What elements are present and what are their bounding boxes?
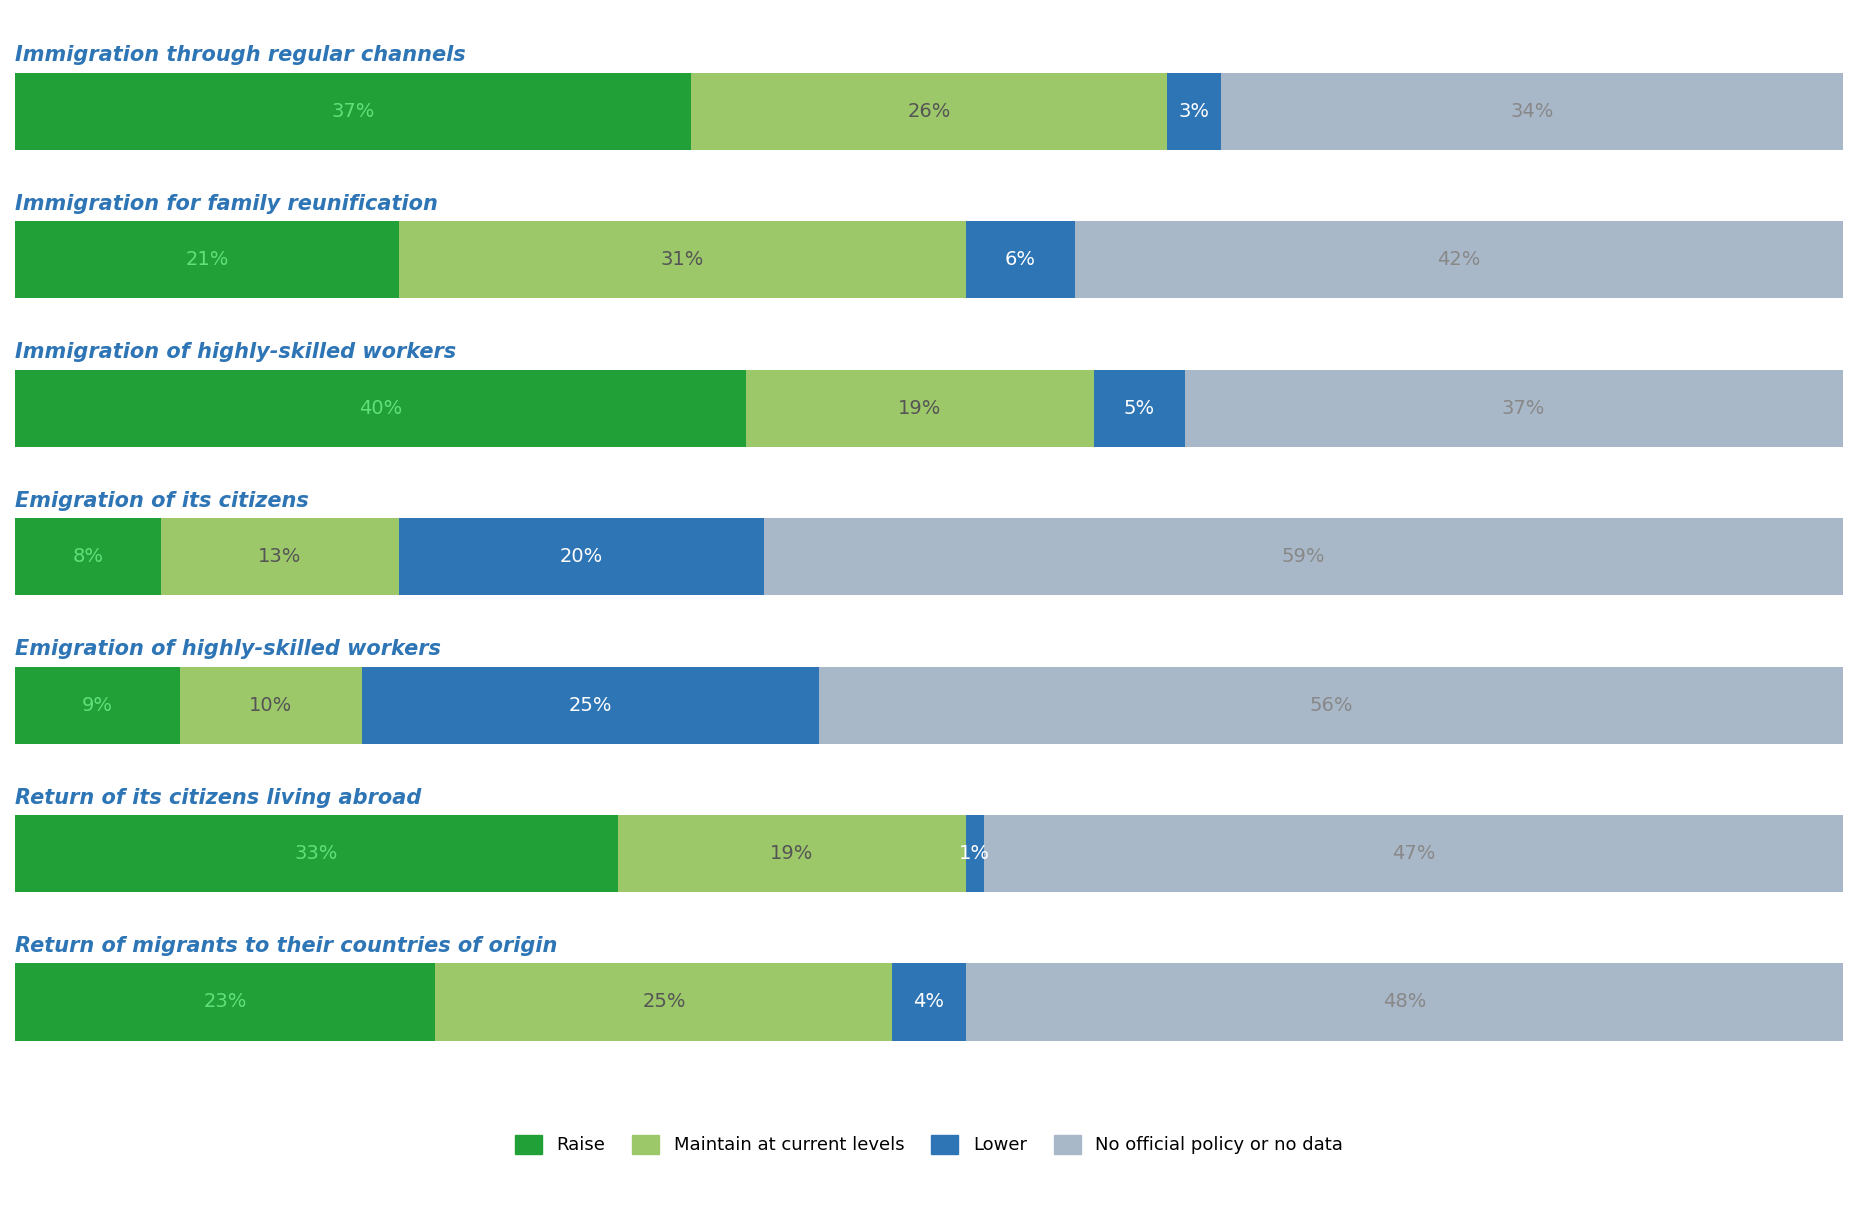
Text: 25%: 25% (568, 695, 613, 715)
Bar (15, 815, 618, 892)
Text: Immigration for family reunification: Immigration for family reunification (15, 194, 438, 214)
Bar (15, 666, 180, 744)
Bar (180, 666, 362, 744)
Bar (435, 963, 891, 1041)
Text: 37%: 37% (1500, 398, 1543, 418)
Bar (362, 666, 819, 744)
Bar (618, 815, 966, 892)
Text: 19%: 19% (771, 844, 813, 863)
Legend: Raise, Maintain at current levels, Lower, No official policy or no data: Raise, Maintain at current levels, Lower… (514, 1135, 1343, 1155)
Text: Immigration through regular channels: Immigration through regular channels (15, 45, 466, 66)
Text: 9%: 9% (82, 695, 113, 715)
Bar (966, 963, 1842, 1041)
Bar (747, 370, 1094, 447)
Text: 13%: 13% (258, 547, 301, 566)
Text: 20%: 20% (559, 547, 604, 566)
Text: 25%: 25% (643, 992, 685, 1012)
Text: 56%: 56% (1309, 695, 1352, 715)
Bar (162, 518, 399, 595)
Text: 47%: 47% (1391, 844, 1434, 863)
Text: Emigration of highly-skilled workers: Emigration of highly-skilled workers (15, 639, 440, 659)
Text: 48%: 48% (1382, 992, 1424, 1012)
Text: Return of its citizens living abroad: Return of its citizens living abroad (15, 787, 422, 808)
Text: 4%: 4% (914, 992, 943, 1012)
Text: 40%: 40% (358, 398, 401, 418)
Text: 10%: 10% (249, 695, 292, 715)
Text: 42%: 42% (1437, 251, 1480, 269)
Bar (691, 73, 1166, 150)
Text: Return of migrants to their countries of origin: Return of migrants to their countries of… (15, 936, 557, 956)
Bar (15, 963, 435, 1041)
Bar (891, 963, 966, 1041)
Bar (1220, 73, 1842, 150)
Text: 31%: 31% (661, 251, 704, 269)
Text: 3%: 3% (1177, 101, 1209, 121)
Bar (1185, 370, 1857, 447)
Bar (763, 518, 1842, 595)
Bar (1166, 73, 1220, 150)
Text: 26%: 26% (906, 101, 951, 121)
Bar (15, 221, 399, 298)
Text: Emigration of its citizens: Emigration of its citizens (15, 491, 308, 511)
Text: 6%: 6% (1005, 251, 1036, 269)
Bar (819, 666, 1842, 744)
Bar (1075, 221, 1842, 298)
Text: 23%: 23% (204, 992, 247, 1012)
Text: 21%: 21% (186, 251, 228, 269)
Bar (984, 815, 1842, 892)
Bar (399, 221, 966, 298)
Text: 5%: 5% (1123, 398, 1155, 418)
Bar (15, 518, 162, 595)
Bar (1094, 370, 1185, 447)
Text: 8%: 8% (72, 547, 104, 566)
Text: 33%: 33% (295, 844, 338, 863)
Bar (15, 73, 691, 150)
Bar (966, 221, 1075, 298)
Bar (399, 518, 763, 595)
Text: 59%: 59% (1281, 547, 1324, 566)
Text: 34%: 34% (1510, 101, 1552, 121)
Text: 19%: 19% (897, 398, 941, 418)
Text: Immigration of highly-skilled workers: Immigration of highly-skilled workers (15, 342, 455, 362)
Text: 37%: 37% (331, 101, 375, 121)
Text: 1%: 1% (958, 844, 990, 863)
Bar (15, 370, 747, 447)
Bar (966, 815, 984, 892)
